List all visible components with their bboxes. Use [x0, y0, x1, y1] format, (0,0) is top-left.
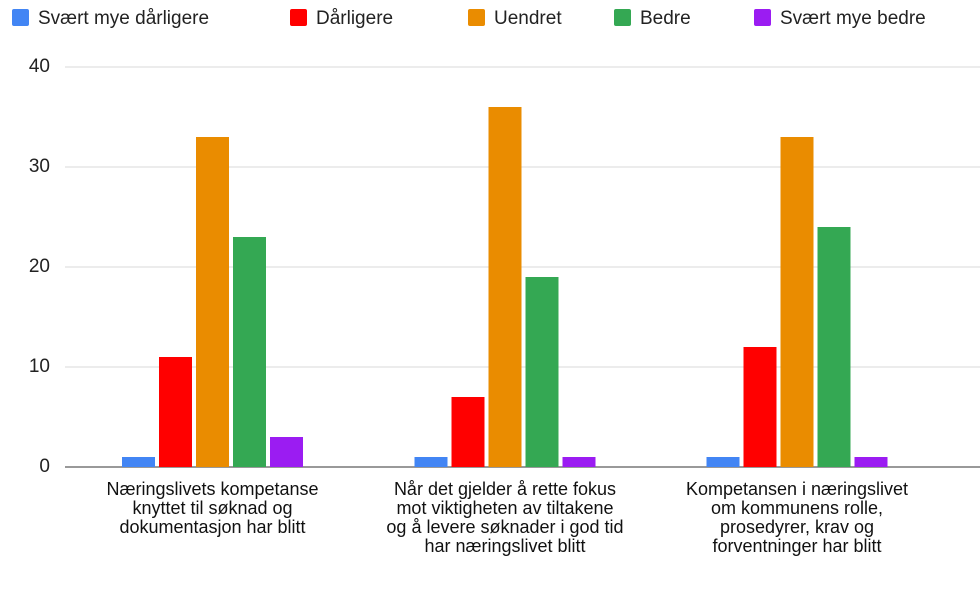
bar [854, 457, 888, 467]
bar [122, 457, 155, 467]
y-tick-label: 0 [39, 456, 50, 477]
y-tick-label: 20 [29, 256, 50, 277]
bar [525, 277, 559, 467]
y-tick-label: 30 [29, 156, 50, 177]
legend-swatch [12, 9, 29, 26]
bar [451, 397, 485, 467]
bar [562, 457, 596, 467]
legend-label: Dårligere [316, 8, 393, 29]
bar [780, 137, 814, 467]
bar [817, 227, 851, 467]
bar [159, 357, 192, 467]
legend-swatch [754, 9, 771, 26]
legend-label: Bedre [640, 8, 691, 29]
x-tick-label: Kompetansen i næringslivet om kommunens … [685, 479, 909, 556]
x-tick-label: Næringslivets kompetanse knyttet til søk… [106, 479, 319, 537]
bar [743, 347, 777, 467]
legend-label: Svært mye dårligere [38, 8, 209, 29]
legend-label: Uendret [494, 8, 562, 29]
y-tick-label: 10 [29, 356, 50, 377]
bar [196, 137, 229, 467]
y-tick-label: 40 [29, 56, 50, 77]
bar [414, 457, 448, 467]
bar [488, 107, 522, 467]
legend-swatch [468, 9, 485, 26]
legend-label: Svært mye bedre [780, 8, 926, 29]
x-tick-label: Når det gjelder å rette fokus mot viktig… [386, 479, 624, 556]
legend-swatch [290, 9, 307, 26]
bar [233, 237, 266, 467]
bar [706, 457, 740, 467]
bar [270, 437, 303, 467]
legend-swatch [614, 9, 631, 26]
